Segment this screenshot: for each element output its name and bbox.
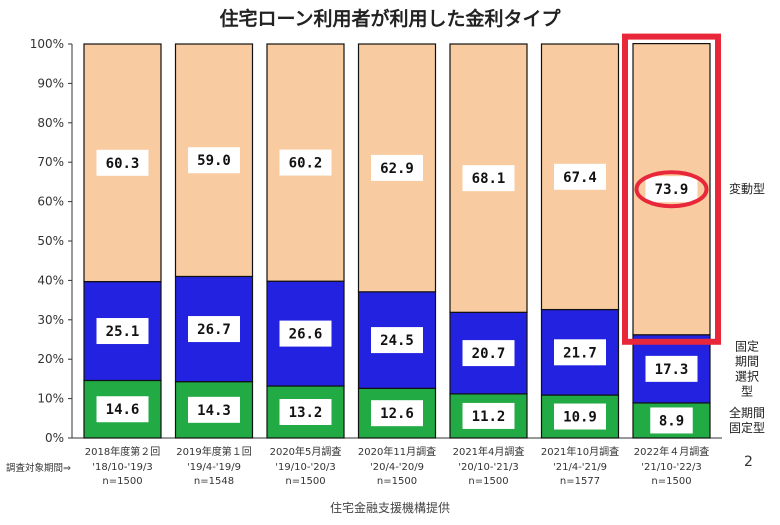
y-tick-label: 100% (30, 37, 64, 51)
data-label: 17.3 (655, 362, 689, 378)
data-label: 20.7 (472, 346, 506, 362)
y-tick-label: 60% (37, 195, 64, 209)
y-tick-label: 40% (37, 273, 64, 287)
category-label: 2021年10月調査 '21/4-'21/9 n=1577 (528, 446, 632, 490)
category-n: n=1500 (376, 476, 418, 487)
data-label: 67.4 (563, 170, 597, 186)
data-label-box (645, 176, 698, 203)
category-period: '21/4-'21/9 (552, 461, 608, 473)
category-survey: 2021年10月調査 (540, 447, 620, 458)
category-n: n=1577 (559, 476, 601, 487)
data-label-box (462, 165, 515, 192)
data-label-box (96, 396, 149, 423)
y-tick-label: 90% (37, 76, 64, 90)
category-survey: 2018年度第２回 (84, 447, 161, 458)
y-tick-label: 20% (37, 352, 64, 366)
category-period: '20/4-'20/9 (369, 461, 425, 473)
data-label-box (462, 402, 515, 429)
y-tick-label: 30% (37, 313, 64, 327)
category-period: '18/10-'19/3 (92, 461, 153, 473)
data-label-box (462, 340, 515, 367)
data-label-box (554, 339, 606, 366)
data-label: 62.9 (380, 161, 414, 177)
data-label-box (645, 355, 698, 382)
category-survey: 2020年11月調査 (357, 447, 437, 458)
data-label-box (554, 163, 606, 190)
y-tick-label: 10% (37, 392, 64, 406)
data-label-box (96, 149, 149, 176)
data-label: 26.6 (289, 327, 323, 343)
y-tick-label: 80% (37, 116, 64, 130)
category-survey: 2019年度第１回 (176, 447, 252, 458)
category-label: 2018年度第２回 '18/10-'19/3 n=1500 (71, 446, 175, 490)
data-label: 26.7 (197, 322, 231, 338)
legend-label: 型 (741, 384, 753, 398)
legend-label: 変動型 (729, 181, 765, 196)
data-label-box (188, 147, 240, 174)
category-period: '21/10-'22/3 (641, 461, 702, 473)
category-period: '20/10-'21/3 (458, 461, 519, 473)
data-label: 73.9 (655, 182, 689, 198)
legend-label: 固定 (735, 338, 759, 353)
source-note: 住宅金融支援機構提供 (329, 501, 450, 515)
category-survey: 2021年4月調査 (452, 447, 525, 458)
data-label: 21.7 (563, 345, 597, 361)
page-number: 2 (744, 454, 753, 470)
category-n: n=1500 (102, 476, 143, 487)
category-label: 2019年度第１回 '19/4-'19/9 n=1548 (162, 446, 266, 490)
data-label: 14.3 (197, 403, 231, 419)
category-survey: 2022年４月調査 (633, 447, 710, 458)
y-tick-label: 0% (45, 431, 64, 445)
category-survey: 2020年5月調査 (269, 447, 342, 458)
data-label-box (371, 327, 423, 354)
data-label: 59.0 (197, 153, 231, 169)
data-label-box (279, 149, 332, 176)
category-period: '19/10-'20/3 (275, 461, 336, 473)
highlight-ellipse (634, 170, 709, 209)
data-label-box (96, 318, 149, 345)
legend-label: 期間 (735, 354, 759, 368)
data-label-box (188, 316, 240, 343)
data-label-box (188, 396, 240, 423)
category-n: n=1548 (193, 476, 235, 487)
category-period: '19/4-'19/9 (186, 461, 242, 473)
chart-title: 住宅ローン利用者が利用した金利タイプ (219, 8, 561, 30)
category-label: 2020年11月調査 '20/4-'20/9 n=1500 (345, 446, 449, 490)
legend-label: 全期間 (729, 405, 765, 420)
data-label: 13.2 (289, 405, 323, 421)
data-label-box (371, 154, 423, 181)
y-tick-label: 50% (37, 234, 64, 248)
data-label-box (650, 407, 693, 434)
data-label: 12.6 (380, 406, 414, 422)
data-label: 10.9 (563, 410, 597, 426)
category-n: n=1500 (285, 476, 326, 487)
legend-label: 選択 (735, 369, 759, 383)
data-label-box (554, 403, 606, 430)
data-label: 68.1 (472, 171, 506, 187)
data-label: 25.1 (106, 324, 140, 340)
category-n: n=1500 (651, 476, 692, 487)
data-label: 8.9 (659, 413, 684, 429)
data-label: 14.6 (106, 402, 140, 418)
highlight-box (622, 33, 721, 345)
y-tick-label: 70% (37, 155, 64, 169)
data-label-box (371, 400, 423, 427)
data-label: 11.2 (472, 409, 506, 425)
data-label-box (279, 320, 332, 347)
category-label: 2021年4月調査 '20/10-'21/3 n=1500 (437, 446, 541, 490)
category-n: n=1500 (468, 476, 509, 487)
category-label: 2020年5月調査 '19/10-'20/3 n=1500 (254, 446, 358, 490)
category-label: 2022年４月調査 '21/10-'22/3 n=1500 (620, 446, 724, 490)
data-label: 60.2 (289, 156, 323, 172)
legend-label: 固定型 (729, 420, 765, 435)
data-label: 60.3 (106, 156, 140, 172)
data-label: 24.5 (380, 333, 414, 349)
period-prefix-label: 調査対象期間⇒ (6, 463, 71, 474)
data-label-box (279, 398, 332, 425)
